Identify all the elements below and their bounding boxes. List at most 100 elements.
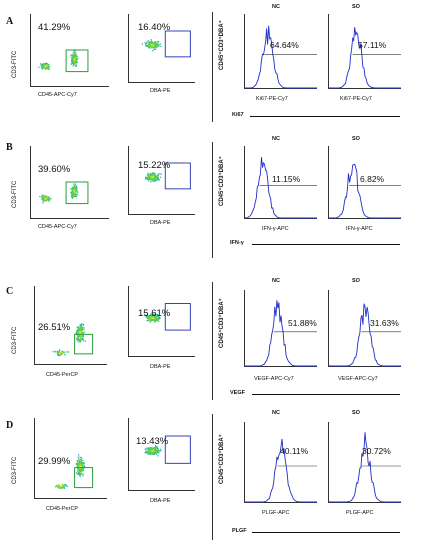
density-dot <box>150 446 152 449</box>
x-axis-label: VEGF-APC-Cy7 <box>338 376 378 382</box>
density-dot <box>156 318 158 320</box>
density-dot <box>44 195 46 197</box>
density-dot <box>82 473 84 475</box>
condition-title-nc: NC <box>272 278 280 284</box>
density-dot <box>149 318 151 320</box>
density-dot <box>82 475 84 477</box>
density-dot <box>79 334 81 336</box>
density-dot <box>154 48 156 50</box>
density-dot <box>49 197 51 199</box>
density-dot <box>44 66 46 68</box>
gate-percentage: 40.11% <box>280 446 309 456</box>
density-dot <box>149 453 151 455</box>
density-dot <box>76 329 78 332</box>
density-dot <box>157 450 159 452</box>
density-dot <box>54 351 56 353</box>
density-dot <box>74 50 76 52</box>
density-dot <box>44 198 47 200</box>
density-dot <box>155 43 157 45</box>
density-dot <box>45 63 47 65</box>
density-dot <box>149 450 151 453</box>
density-dot <box>153 47 155 49</box>
density-dot <box>79 324 81 326</box>
marker-arrow <box>252 394 400 395</box>
density-dot <box>155 316 158 318</box>
density-dot <box>70 196 72 198</box>
density-dot <box>157 455 159 457</box>
density-dot <box>74 192 76 194</box>
density-dot <box>58 355 60 357</box>
density-dot <box>74 57 77 59</box>
density-dot <box>146 320 148 322</box>
density-dot <box>147 45 149 47</box>
density-dot <box>82 336 84 338</box>
density-dot <box>151 179 153 181</box>
density-dot <box>148 319 150 321</box>
density-dot <box>147 178 149 180</box>
density-dot <box>153 174 155 176</box>
density-dot <box>81 470 83 472</box>
x-axis-label: Ki67-PE-Cy7 <box>256 96 288 102</box>
density-dot <box>76 190 78 192</box>
density-dot <box>75 332 77 334</box>
density-dot <box>76 59 78 61</box>
scatter-density-svg <box>144 162 191 190</box>
density-dot <box>147 175 149 177</box>
density-dot <box>82 324 84 326</box>
panel-letter: A <box>6 16 14 27</box>
density-dot <box>152 315 154 317</box>
histogram-svg <box>329 163 401 219</box>
density-dot <box>80 327 82 329</box>
scatter-density-svg <box>38 49 89 73</box>
density-dot <box>150 318 152 320</box>
density-dot <box>151 313 154 315</box>
density-dot <box>150 45 152 47</box>
density-dot <box>73 193 75 195</box>
density-dot <box>154 448 156 451</box>
density-dot <box>146 41 148 43</box>
density-dot <box>82 323 85 326</box>
histogram-nc <box>244 422 317 503</box>
density-dot <box>66 351 68 353</box>
density-dot <box>61 352 63 355</box>
density-dot <box>147 447 149 449</box>
density-dot <box>155 177 157 179</box>
density-dot <box>155 43 157 46</box>
density-dot <box>43 67 45 69</box>
density-dot <box>150 453 152 455</box>
density-dot <box>145 176 147 178</box>
density-dot <box>57 352 59 354</box>
density-dot <box>57 352 59 354</box>
density-dot <box>78 341 80 343</box>
density-dot <box>76 188 78 190</box>
density-dot <box>155 452 157 454</box>
density-dot <box>80 337 83 339</box>
density-dot <box>41 64 43 66</box>
density-dot <box>46 199 48 201</box>
density-dot <box>71 192 73 194</box>
density-dot <box>154 318 156 320</box>
density-dot <box>46 198 48 200</box>
x-axis-label: IFN-γ-APC <box>346 226 373 232</box>
x-axis-label: CD45-APC-Cy7 <box>38 92 77 98</box>
density-dot <box>81 469 83 471</box>
density-dot <box>70 192 72 194</box>
density-dot <box>148 447 150 449</box>
density-dot <box>59 354 61 356</box>
density-dot <box>74 187 76 189</box>
density-dot <box>79 470 81 472</box>
density-dot <box>80 324 82 326</box>
density-dot <box>75 65 78 67</box>
density-dot <box>150 447 152 449</box>
density-dot <box>148 451 150 453</box>
density-dot <box>59 485 61 487</box>
density-dot <box>77 194 79 196</box>
density-dot <box>160 173 162 175</box>
density-dot <box>82 469 84 471</box>
density-dot <box>156 315 158 317</box>
x-axis-label: CD45-PerCP <box>46 372 79 378</box>
density-dot <box>73 194 75 196</box>
density-dot <box>155 313 157 316</box>
density-dot <box>58 487 60 489</box>
density-dot <box>64 351 67 353</box>
